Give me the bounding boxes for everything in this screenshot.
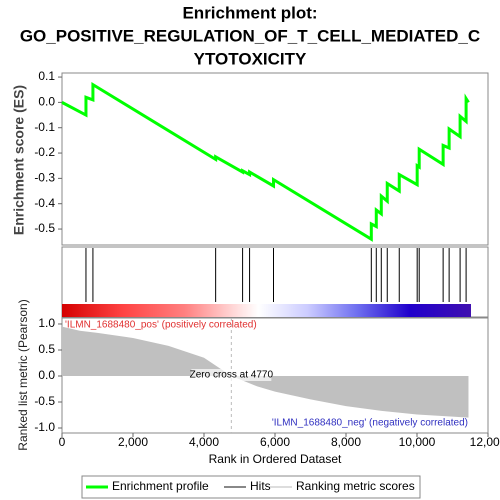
y-tick-label: 0.1: [38, 69, 55, 83]
x-tick-label: 6,000: [260, 435, 290, 449]
y-tick-label: -0.3: [34, 171, 55, 185]
neg-label: 'ILMN_1688480_neg' (negatively correlate…: [272, 418, 468, 429]
y-axis-label: Enrichment score (ES): [11, 85, 27, 235]
legend-label: Ranking metric scores: [296, 479, 415, 493]
y-tick-label: -0.5: [34, 221, 55, 235]
es-panel: [61, 72, 489, 246]
plot-layer: 0.1 0.0 -0.1 -0.2 -0.3 -0.4 -0.5 1.0 0.5 0.0 -0.5 -…: [34, 69, 500, 493]
chart-title: Enrichment plot:: [182, 3, 317, 22]
legend-label: Enrichment profile: [112, 479, 209, 493]
y-tick-label: -0.1: [34, 120, 55, 134]
y-tick-label: -1.0: [34, 420, 55, 434]
x-axis-label: Rank in Ordered Dataset: [209, 452, 342, 466]
y-tick-label: -0.4: [34, 196, 55, 210]
x-tick-label: 4,000: [189, 435, 219, 449]
x-tick-label: 2,000: [118, 435, 148, 449]
es-line: [61, 81, 470, 242]
chart-title: GO_POSITIVE_REGULATION_OF_T_CELL_MEDIATE…: [20, 26, 480, 45]
metric-area: [62, 326, 469, 418]
pos-label: 'ILMN_1688480_pos' (positively correlate…: [65, 320, 257, 331]
x-tick-label: 10,000: [399, 435, 436, 449]
y-tick-label: -0.2: [34, 145, 55, 159]
legend-label: Hits: [250, 479, 271, 493]
y-tick-label: 0.5: [38, 342, 55, 356]
y-tick-label: 1.0: [38, 316, 55, 330]
x-tick-label: 12,000: [470, 435, 500, 449]
y-tick-label: 0.0: [38, 95, 55, 109]
chart-title: YTOTOXICITY: [194, 49, 307, 68]
y-tick-label: 0.0: [38, 368, 55, 382]
zero-cross-label: Zero cross at 4770: [190, 370, 274, 381]
legend: [81, 475, 421, 499]
x-tick-label: 8,000: [331, 435, 361, 449]
y-tick-label: -0.5: [34, 394, 55, 408]
color-bar: [62, 304, 471, 317]
x-tick-label: 0: [59, 435, 66, 449]
zero-cross-bg: [191, 369, 272, 381]
y-axis-label: Ranked list metric (Pearson): [16, 299, 30, 450]
